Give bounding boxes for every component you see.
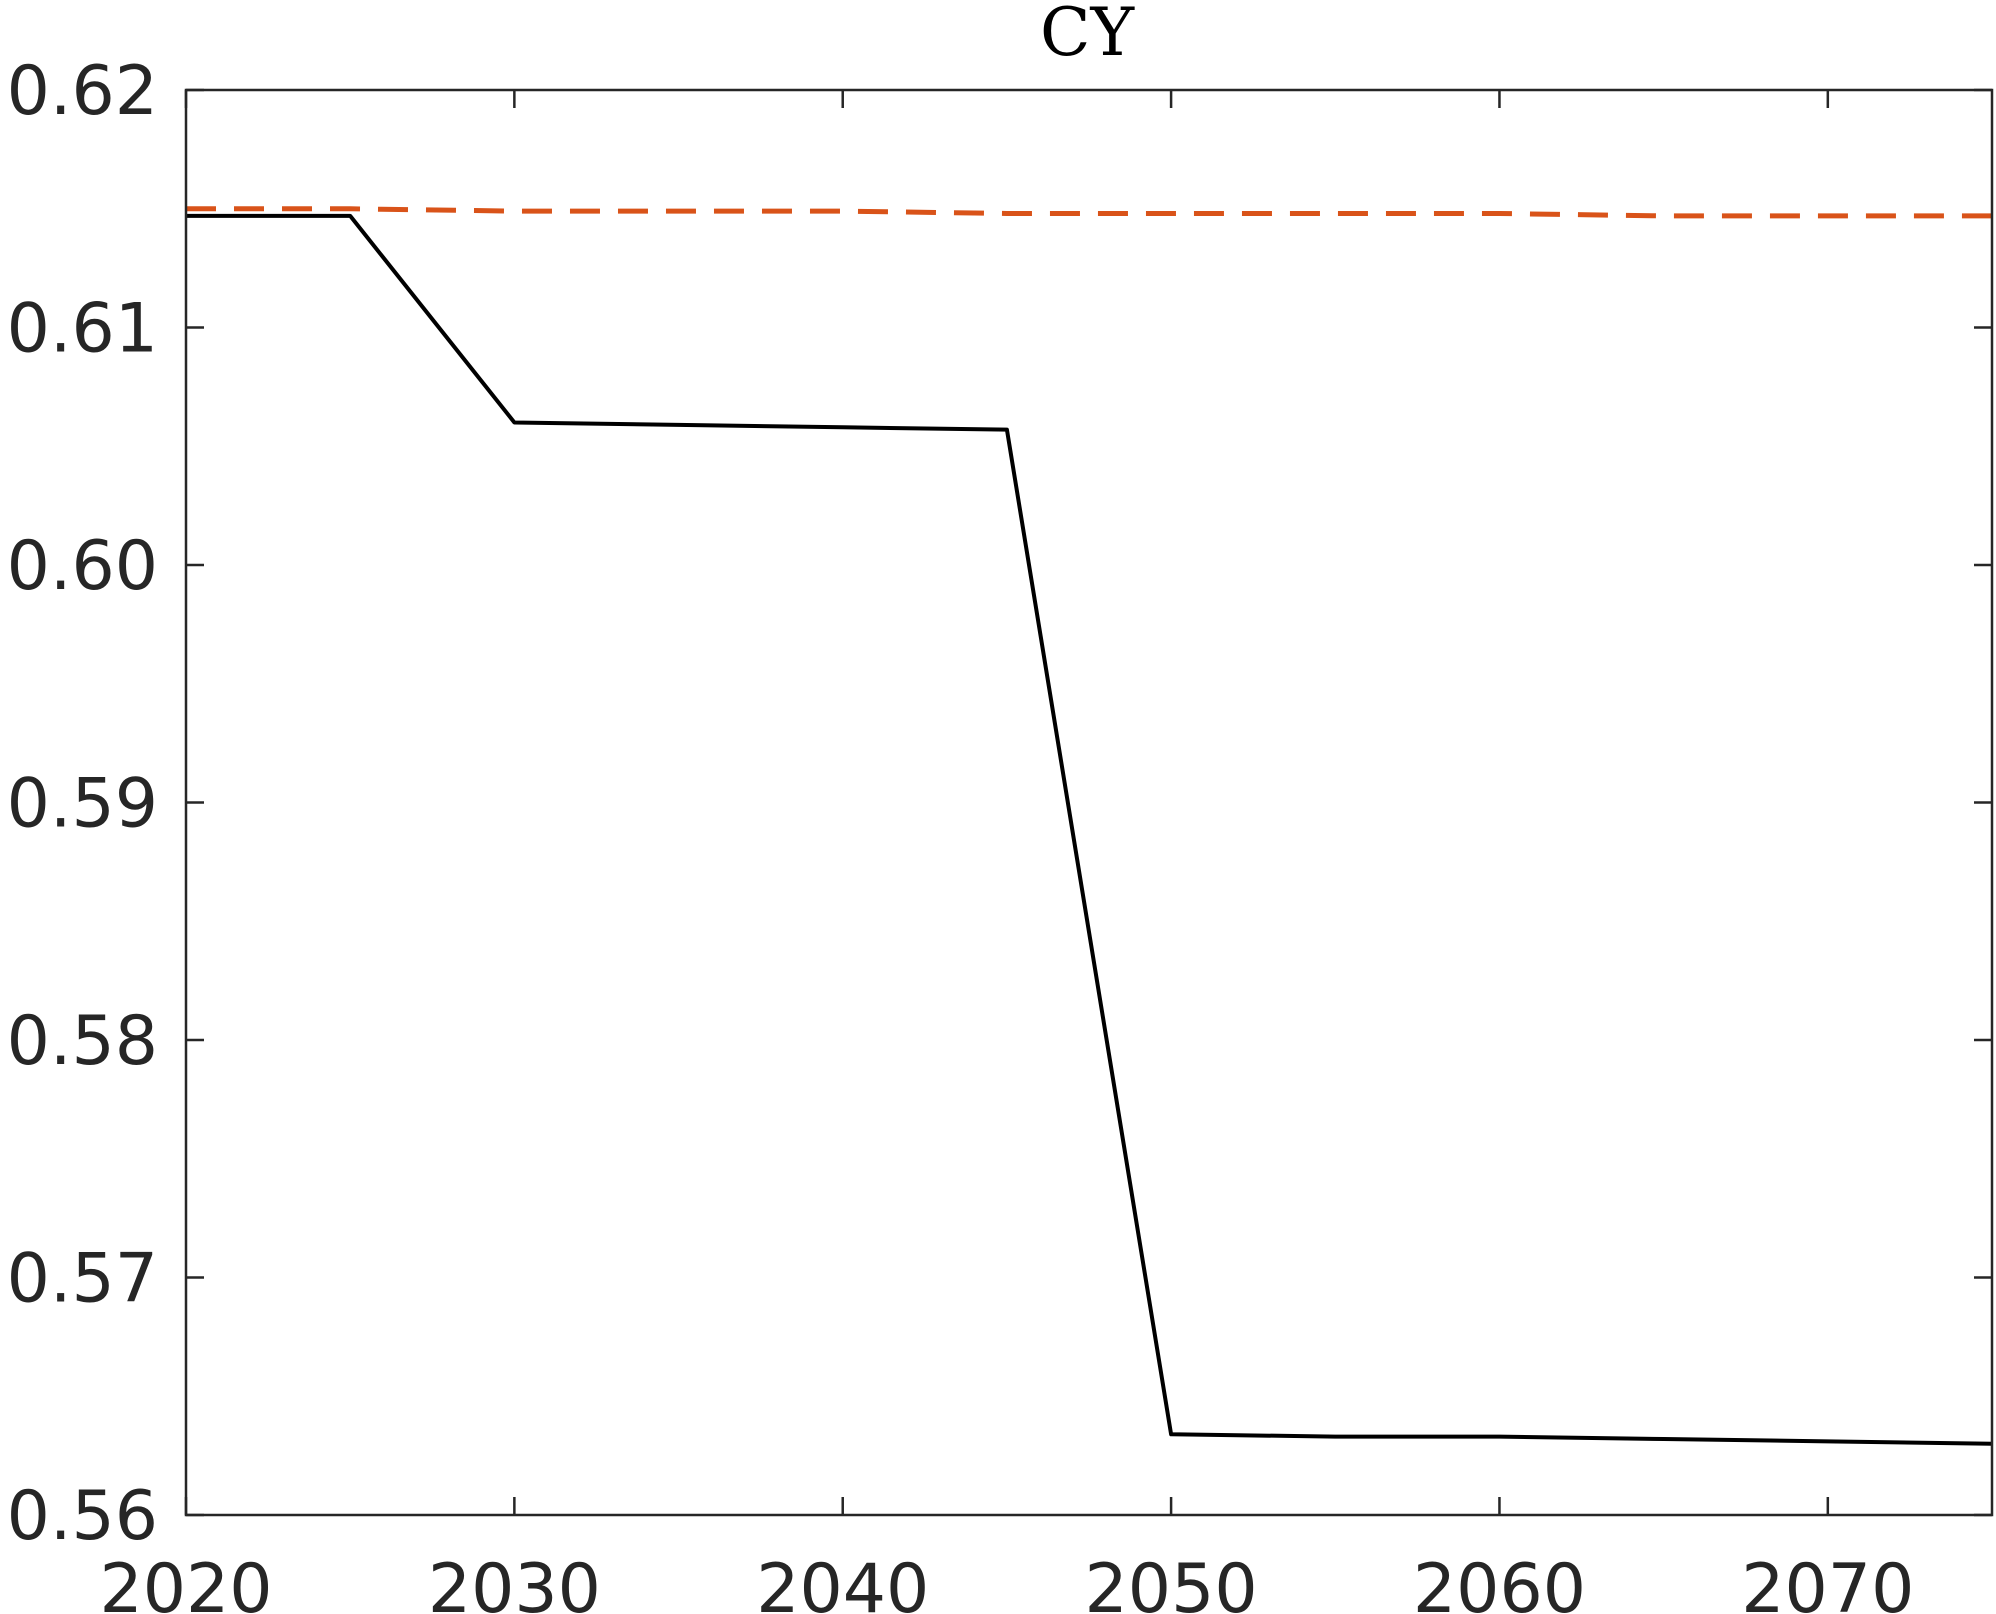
y-tick-label: 0.57 [7, 1240, 158, 1319]
y-tick-label: 0.62 [7, 52, 158, 131]
y-tick-label: 0.58 [7, 1002, 158, 1081]
x-tick-label: 2040 [756, 1550, 929, 1614]
series-layer [186, 206, 1993, 1446]
x-tick-label: 2020 [99, 1550, 272, 1614]
x-tick-label: 2030 [428, 1550, 601, 1614]
x-tick-labels: 2020 2030 2040 2050 2060 2070 [99, 1550, 1914, 1614]
chart-title: CY [1040, 0, 1135, 71]
y-tick-label: 0.60 [7, 527, 158, 606]
y-tick-label: 0.59 [7, 765, 158, 844]
ticks-layer [184, 88, 1992, 1517]
x-tick-label: 2060 [1413, 1550, 1586, 1614]
x-tick-label: 2070 [1741, 1550, 1914, 1614]
dashed-series-line [186, 206, 1992, 219]
axes-box [184, 88, 1994, 1517]
x-tick-label: 2050 [1085, 1550, 1258, 1614]
y-tick-label: 0.56 [7, 1477, 158, 1556]
y-tick-labels: 0.56 0.57 0.58 0.59 0.60 0.61 0.62 [7, 52, 158, 1556]
solid-series-line [186, 213, 1993, 1446]
y-tick-label: 0.61 [7, 290, 158, 369]
